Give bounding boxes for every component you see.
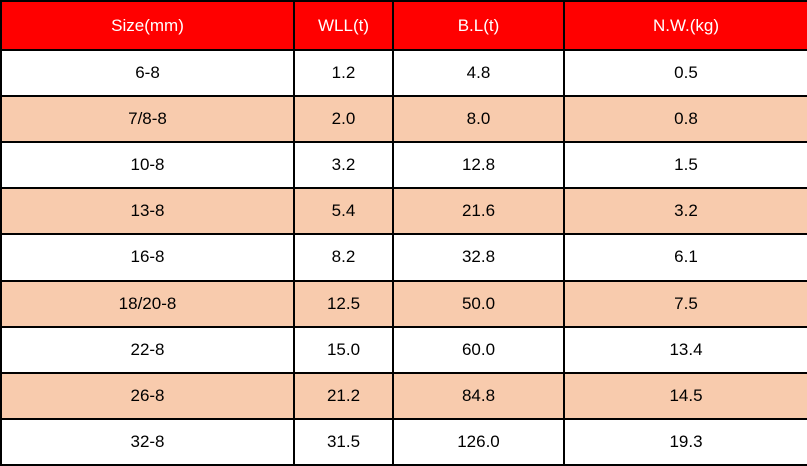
table-header: Size(mm) WLL(t) B.L(t) N.W.(kg) [0, 0, 807, 51]
table-row: 18/20-8 12.5 50.0 7.5 [0, 279, 807, 328]
cell-bl: 32.8 [392, 233, 565, 282]
column-header-bl: B.L(t) [392, 0, 565, 51]
cell-wll: 12.5 [293, 279, 394, 328]
cell-size: 7/8-8 [0, 95, 295, 144]
cell-wll: 5.4 [293, 187, 394, 236]
table-row: 22-8 15.0 60.0 13.4 [0, 325, 807, 374]
cell-size: 26-8 [0, 371, 295, 420]
table-body: 6-8 1.2 4.8 0.5 7/8-8 2.0 8.0 0.8 10-8 3… [0, 48, 807, 466]
cell-size: 10-8 [0, 141, 295, 190]
column-header-nw: N.W.(kg) [563, 0, 807, 51]
table-row: 7/8-8 2.0 8.0 0.8 [0, 95, 807, 144]
cell-bl: 126.0 [392, 417, 565, 466]
cell-nw: 1.5 [563, 141, 807, 190]
cell-wll: 21.2 [293, 371, 394, 420]
column-header-size: Size(mm) [0, 0, 295, 51]
table-row: 26-8 21.2 84.8 14.5 [0, 371, 807, 420]
cell-size: 22-8 [0, 325, 295, 374]
cell-nw: 6.1 [563, 233, 807, 282]
cell-size: 13-8 [0, 187, 295, 236]
cell-nw: 0.8 [563, 95, 807, 144]
cell-bl: 50.0 [392, 279, 565, 328]
cell-nw: 13.4 [563, 325, 807, 374]
cell-wll: 1.2 [293, 48, 394, 98]
cell-wll: 3.2 [293, 141, 394, 190]
table-row: 32-8 31.5 126.0 19.3 [0, 417, 807, 466]
cell-size: 16-8 [0, 233, 295, 282]
cell-bl: 60.0 [392, 325, 565, 374]
cell-wll: 2.0 [293, 95, 394, 144]
cell-wll: 31.5 [293, 417, 394, 466]
cell-bl: 8.0 [392, 95, 565, 144]
table-row: 16-8 8.2 32.8 6.1 [0, 233, 807, 282]
table-row: 10-8 3.2 12.8 1.5 [0, 141, 807, 190]
table-row: 13-8 5.4 21.6 3.2 [0, 187, 807, 236]
cell-nw: 0.5 [563, 48, 807, 98]
cell-size: 6-8 [0, 48, 295, 98]
column-header-wll: WLL(t) [293, 0, 394, 51]
cell-size: 18/20-8 [0, 279, 295, 328]
cell-size: 32-8 [0, 417, 295, 466]
cell-nw: 7.5 [563, 279, 807, 328]
cell-nw: 3.2 [563, 187, 807, 236]
table-row: 6-8 1.2 4.8 0.5 [0, 48, 807, 98]
cell-bl: 84.8 [392, 371, 565, 420]
cell-bl: 21.6 [392, 187, 565, 236]
cell-wll: 8.2 [293, 233, 394, 282]
cell-nw: 19.3 [563, 417, 807, 466]
cell-wll: 15.0 [293, 325, 394, 374]
cell-nw: 14.5 [563, 371, 807, 420]
cell-bl: 12.8 [392, 141, 565, 190]
header-row: Size(mm) WLL(t) B.L(t) N.W.(kg) [0, 0, 807, 51]
cell-bl: 4.8 [392, 48, 565, 98]
